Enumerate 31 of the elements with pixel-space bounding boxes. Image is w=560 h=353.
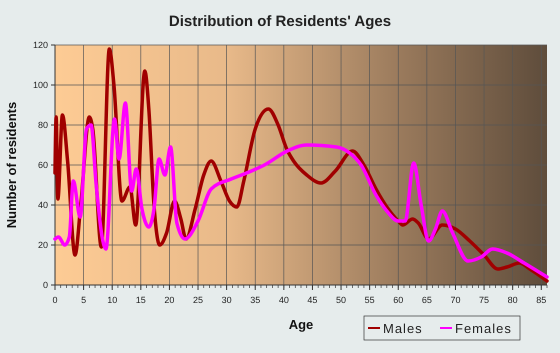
x-tick-label: 25 — [193, 295, 204, 305]
line-series — [53, 101, 549, 279]
x-tick-label: 0 — [52, 295, 58, 305]
y-tick-label: 80 — [38, 120, 48, 130]
legend-label: Females — [455, 321, 512, 336]
y-tick-label: 0 — [42, 280, 48, 290]
y-tick-label: 20 — [38, 240, 48, 250]
x-tick-label: 55 — [364, 295, 375, 305]
x-tick-label: 10 — [107, 295, 118, 305]
x-tick-label: 85 — [536, 295, 546, 305]
x-tick-label: 70 — [450, 295, 460, 305]
x-tick-label: 30 — [222, 295, 232, 305]
x-tick-label: 45 — [307, 295, 318, 305]
y-tick-label: 60 — [38, 160, 48, 170]
x-tick-label: 35 — [250, 295, 260, 305]
x-tick-label: 65 — [422, 295, 432, 305]
y-tick-label: 100 — [32, 80, 48, 90]
x-tick-label: 5 — [81, 295, 86, 305]
x-tick-label: 60 — [393, 295, 404, 305]
x-tick-label: 75 — [479, 295, 490, 305]
x-tick-label: 50 — [336, 295, 346, 305]
x-tick-label: 20 — [164, 295, 174, 305]
x-tick-label: 15 — [136, 295, 146, 305]
x-axis-title: Age — [288, 317, 314, 332]
legend-label: Males — [383, 321, 423, 336]
y-axis-title: Number of residents — [4, 102, 19, 228]
x-tick-label: 40 — [278, 295, 289, 305]
y-tick-label: 120 — [32, 40, 48, 50]
y-tick-label: 40 — [38, 200, 48, 210]
chart-title: Distribution of Residents' Ages — [168, 13, 392, 30]
x-tick-label: 80 — [508, 295, 518, 305]
